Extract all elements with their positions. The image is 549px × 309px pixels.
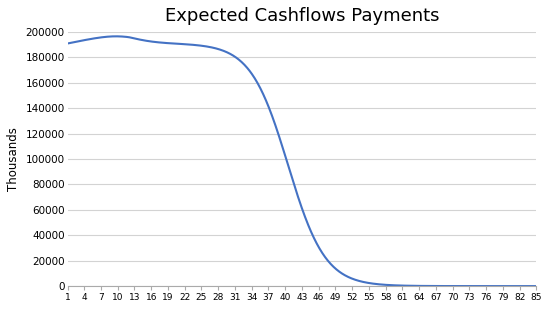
Title: Expected Cashflows Payments: Expected Cashflows Payments bbox=[165, 7, 439, 25]
Y-axis label: Thousands: Thousands bbox=[7, 127, 20, 191]
